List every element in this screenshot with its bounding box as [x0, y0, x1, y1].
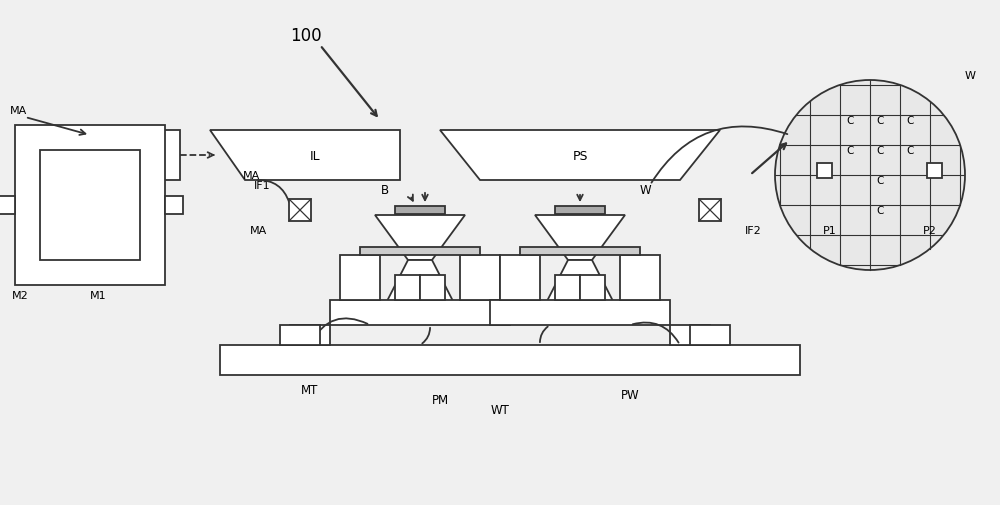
Text: 100: 100	[290, 27, 322, 45]
Bar	[699, 199, 721, 222]
Polygon shape	[210, 131, 400, 181]
Text: C: C	[846, 146, 854, 156]
Text: MA: MA	[10, 106, 27, 116]
Bar	[40, 150, 140, 261]
Text: MA: MA	[250, 226, 267, 235]
Text: C: C	[906, 116, 914, 126]
Bar	[490, 300, 670, 325]
Text: PW: PW	[621, 389, 639, 401]
Bar	[90, 131, 180, 181]
Bar	[817, 163, 832, 178]
Text: IF1: IF1	[253, 181, 270, 190]
Bar	[670, 325, 710, 345]
Bar	[220, 345, 800, 375]
Bar	[620, 256, 660, 300]
Circle shape	[775, 81, 965, 271]
Text: W: W	[964, 71, 975, 81]
Text: C: C	[876, 206, 884, 216]
Text: B: B	[381, 184, 389, 197]
Bar	[460, 256, 500, 300]
Bar	[555, 207, 605, 215]
Text: IF2: IF2	[745, 226, 762, 235]
Text: M2: M2	[12, 290, 29, 300]
Bar	[15, 126, 165, 285]
Text: IL: IL	[310, 149, 320, 162]
Bar	[500, 256, 540, 300]
Text: W: W	[640, 184, 652, 197]
Text: C: C	[906, 146, 914, 156]
Text: P1: P1	[823, 226, 837, 235]
Bar	[520, 247, 640, 256]
Text: M1: M1	[90, 290, 107, 300]
Text: WT: WT	[491, 403, 509, 417]
Text: C: C	[876, 146, 884, 156]
Polygon shape	[535, 216, 625, 261]
Text: C: C	[876, 116, 884, 126]
Bar	[690, 325, 730, 345]
Bar	[580, 275, 605, 300]
Text: C: C	[876, 176, 884, 186]
Text: PM: PM	[431, 394, 449, 407]
Bar	[0, 196, 15, 215]
Polygon shape	[440, 131, 720, 181]
Text: C: C	[846, 116, 854, 126]
Bar	[927, 163, 942, 178]
Bar	[360, 247, 480, 256]
Bar	[395, 207, 445, 215]
Bar	[290, 325, 330, 345]
Bar	[289, 199, 311, 222]
Text: P2: P2	[923, 226, 937, 235]
Bar	[395, 275, 420, 300]
Bar	[280, 325, 320, 345]
Text: MT: MT	[301, 384, 319, 397]
Text: SO: SO	[126, 149, 144, 162]
Polygon shape	[385, 261, 455, 306]
Bar	[165, 196, 183, 215]
Text: MA: MA	[243, 171, 260, 181]
Bar	[330, 300, 510, 325]
Bar	[555, 275, 580, 300]
Polygon shape	[375, 216, 465, 261]
Bar	[420, 275, 445, 300]
Text: PS: PS	[572, 149, 588, 162]
Polygon shape	[545, 261, 615, 306]
Bar	[340, 256, 380, 300]
